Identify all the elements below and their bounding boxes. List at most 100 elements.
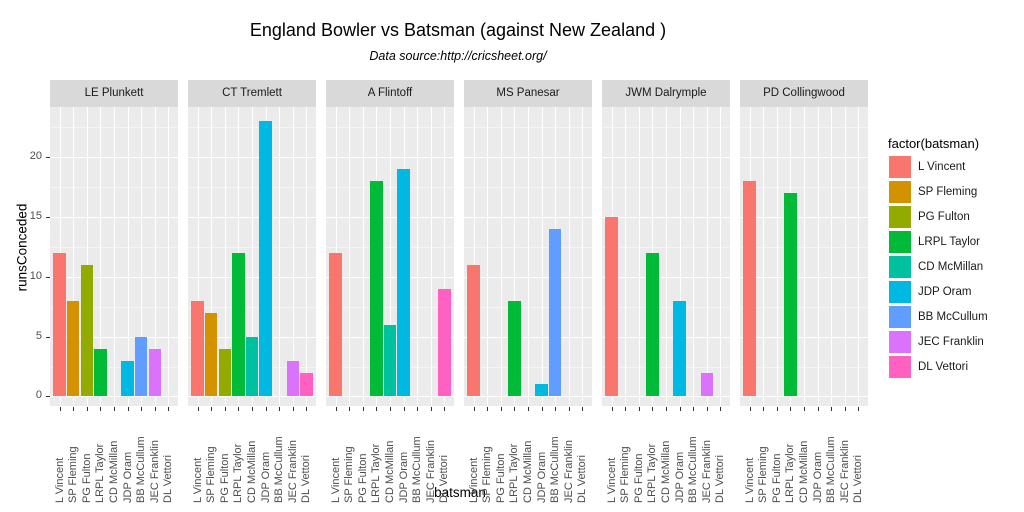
x-tick-label: BB McCullum [411,436,424,503]
x-tick [831,407,833,411]
x-tick [252,407,253,411]
bar [53,252,66,397]
x-tick [376,407,378,411]
x-tick [100,407,102,411]
x-tick-label: LRPL Taylor [370,443,383,503]
legend-item: JDP Oram [888,279,988,304]
x-tick-label: LRPL Taylor [94,443,107,503]
x-tick [693,407,695,411]
x-tick-label: LRPL Taylor [508,443,521,503]
x-tick [335,407,337,411]
x-tick-label: CD McMillan [798,440,810,503]
x-tick-label: CD McMillan [108,440,120,503]
bar [605,217,618,397]
bar [329,252,342,397]
plot-area [740,107,868,406]
plot-area [188,107,316,406]
x-tick-label: DL Vettori [714,455,727,503]
x-tick-label: JEC Franklin [562,440,575,503]
legend-label: PG Fulton [918,210,970,223]
y-tick [46,396,50,398]
x-tick-label: SP Fleming [757,446,770,503]
bar [383,324,397,397]
x-tick [749,407,751,411]
legend-swatch [888,179,912,204]
legend-label: DL Vettori [918,360,969,373]
facet-strip-label: CT Tremlett [188,80,316,107]
x-tick-label: JEC Franklin [286,440,299,503]
bar [673,300,686,397]
bar [259,121,272,397]
bar [535,384,548,397]
facet-strip-label: LE Plunkett [50,80,178,107]
vertical-gridline [693,107,695,406]
bar [121,360,134,397]
bar [438,288,451,397]
x-tick-label: JEC Franklin [700,440,713,503]
vertical-gridline [430,107,432,406]
facet-panel: CT Tremlett [188,80,316,406]
y-tick-label: 0 [35,389,42,402]
facet-panel: MS Panesar [464,80,592,406]
bar [135,336,148,397]
x-tick-label: SP Fleming [619,446,632,503]
plot-area [602,107,730,406]
x-tick-label: CD McMillan [246,440,258,503]
y-tick-label: 10 [29,269,42,282]
x-tick [514,407,516,411]
plot-area [326,107,454,406]
legend-title: factor(batsman) [888,136,980,151]
vertical-gridline [720,107,722,406]
x-tick-label: DL Vettori [576,455,589,503]
legend-swatch [888,304,912,329]
x-tick [666,407,667,411]
x-tick-label: L Vincent [743,457,756,503]
vertical-gridline [487,107,489,406]
x-tick-label: JDP Oram [535,451,548,503]
x-tick-label: SP Fleming [343,446,356,503]
x-tick-label: JEC Franklin [838,440,851,503]
vertical-gridline [168,107,170,406]
vertical-gridline [292,107,294,406]
x-axis-title: batsman [434,485,486,500]
vertical-gridline [141,107,143,406]
x-tick-label: CD McMillan [384,440,396,503]
x-tick [473,407,475,411]
x-tick-label: LRPL Taylor [232,443,245,503]
x-tick-label: BB McCullum [549,436,562,503]
x-tick [652,407,654,411]
x-tick [706,407,708,411]
legend-item: L Vincent [888,154,988,179]
x-tick-label: JDP Oram [673,451,686,503]
vertical-gridline [154,107,156,406]
x-tick [444,407,446,411]
legend-swatch [888,204,912,229]
x-tick-label: PG Fulton [218,453,231,503]
vertical-gridline [858,107,860,406]
x-tick [362,407,364,411]
x-tick [238,407,240,411]
x-tick-label: PG Fulton [770,453,783,503]
facet-panel: LE Plunkett [50,80,178,406]
vertical-gridline [306,107,308,406]
x-tick [417,407,419,411]
vertical-gridline [804,107,805,406]
vertical-gridline [541,107,543,406]
facet-strip-label: JWM Dalrymple [602,80,730,107]
plot-area [464,107,592,406]
x-tick-label: JDP Oram [397,451,410,503]
facet-panel: JWM Dalrymple [602,80,730,406]
x-tick-label: PG Fulton [356,453,369,503]
bar [508,300,521,397]
x-tick-label: JDP Oram [811,451,824,503]
x-tick-label: DL Vettori [162,455,175,503]
vertical-gridline [679,107,681,406]
x-tick-label: DL Vettori [438,455,451,503]
bar [700,372,713,397]
x-tick-label: CD McMillan [522,440,534,503]
vertical-gridline [197,107,199,406]
x-tick-label: PG Fulton [494,453,507,503]
vertical-gridline [349,107,351,406]
x-tick-label: LRPL Taylor [784,443,797,503]
vertical-gridline [625,107,627,406]
